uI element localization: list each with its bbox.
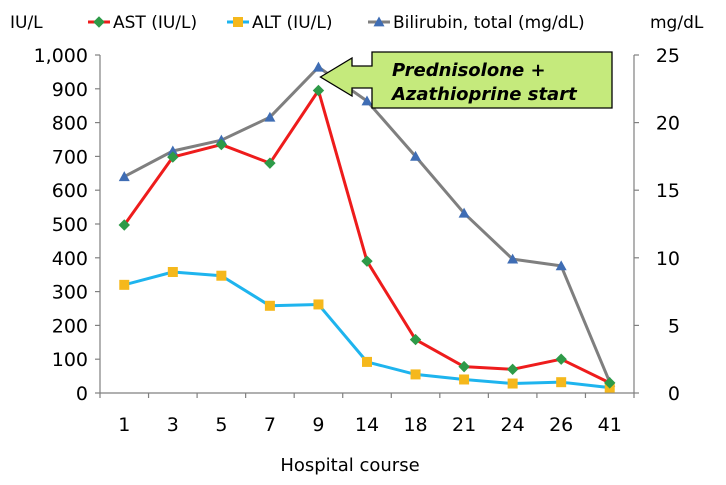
- annotation-text-line: Azathioprine start: [390, 84, 578, 105]
- data-point: [215, 138, 228, 151]
- series-layer: [118, 61, 616, 393]
- data-point: [459, 374, 470, 385]
- series-line: [123, 270, 610, 390]
- data-point: [507, 253, 519, 264]
- data-point: [118, 219, 130, 231]
- x-tick-label: 26: [549, 414, 573, 436]
- data-point: [409, 333, 422, 346]
- data-point: [264, 157, 276, 169]
- right-tick-label: 5: [668, 315, 680, 337]
- data-point: [361, 255, 373, 267]
- data-point: [216, 270, 227, 281]
- right-tick-label: 10: [656, 248, 680, 270]
- legend-label: Bilirubin, total (mg/dL): [393, 13, 585, 33]
- data-point: [313, 299, 324, 310]
- right-tick-label: 0: [668, 383, 680, 405]
- legend-item-2: Bilirubin, total (mg/dL): [368, 13, 585, 33]
- left-tick-label: 1,000: [34, 45, 88, 67]
- left-tick-label: 100: [52, 349, 88, 371]
- x-tick-label: 7: [264, 414, 276, 436]
- data-point: [361, 95, 373, 106]
- data-point: [118, 171, 130, 182]
- data-point: [555, 260, 567, 271]
- data-point: [264, 300, 275, 311]
- right-axis-unit: mg/dL: [650, 13, 704, 33]
- data-point: [410, 150, 422, 161]
- data-point: [410, 369, 421, 380]
- x-tick-label: 41: [598, 414, 622, 436]
- left-tick-label: 800: [52, 113, 88, 135]
- right-tick-label: 15: [656, 180, 680, 202]
- left-tick-label: 0: [76, 383, 88, 405]
- axes: 01002003004005006007008009001,0000510152…: [34, 45, 680, 436]
- legend-marker: [373, 16, 385, 27]
- x-axis-label: Hospital course: [280, 455, 419, 476]
- data-point: [458, 360, 470, 373]
- right-tick-label: 25: [656, 45, 680, 67]
- data-point: [119, 279, 130, 290]
- annotation-text-line: Prednisolone +: [392, 60, 546, 81]
- data-point: [312, 84, 325, 97]
- legend-item-0: AST (IU/L): [88, 13, 197, 33]
- left-tick-label: 900: [52, 79, 88, 101]
- legend-label: AST (IU/L): [113, 13, 197, 33]
- data-point: [167, 145, 179, 156]
- data-point: [555, 353, 567, 365]
- data-point: [507, 378, 518, 389]
- series-0: [118, 84, 616, 389]
- legend-marker: [93, 16, 105, 28]
- data-point: [167, 266, 178, 277]
- left-tick-label: 300: [52, 282, 88, 304]
- data-point: [264, 111, 276, 122]
- x-tick-label: 1: [118, 414, 130, 436]
- left-tick-label: 200: [52, 315, 88, 337]
- data-point: [556, 377, 567, 388]
- left-tick-label: 700: [52, 146, 88, 168]
- series-line: [123, 88, 611, 385]
- data-point: [506, 363, 519, 376]
- x-tick-label: 5: [215, 414, 227, 436]
- left-tick-label: 400: [52, 248, 88, 270]
- annotation-box: [319, 51, 613, 109]
- series-2: [118, 61, 616, 387]
- legend: AST (IU/L) ALT (IU/L) Bilirubin, total (mg…: [88, 13, 585, 33]
- data-point: [604, 377, 616, 389]
- legend-item-1: ALT (IU/L): [227, 13, 332, 33]
- right-tick-label: 20: [656, 113, 680, 135]
- x-tick-label: 21: [452, 414, 476, 436]
- series-line: [123, 65, 612, 383]
- legend-marker: [233, 17, 243, 27]
- data-point: [458, 207, 470, 218]
- x-tick-label: 3: [167, 414, 179, 436]
- data-point: [362, 356, 372, 367]
- left-tick-label: 500: [52, 214, 88, 236]
- data-point: [312, 61, 324, 72]
- series-1: [119, 266, 615, 393]
- left-tick-label: 600: [52, 180, 88, 202]
- x-tick-label: 24: [501, 414, 525, 436]
- x-tick-label: 14: [355, 414, 379, 436]
- data-point: [167, 151, 179, 163]
- x-tick-label: 9: [312, 414, 324, 436]
- annotation-callout: Prednisolone + Azathioprine start: [319, 51, 613, 109]
- x-tick-label: 18: [403, 414, 427, 436]
- left-axis-unit: IU/L: [10, 13, 43, 33]
- legend-label: ALT (IU/L): [252, 13, 332, 33]
